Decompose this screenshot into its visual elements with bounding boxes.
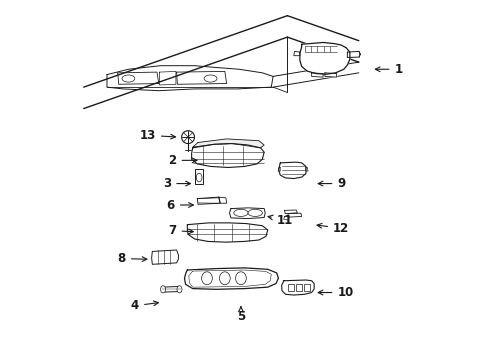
Ellipse shape xyxy=(235,272,246,285)
Text: 5: 5 xyxy=(236,307,244,323)
Polygon shape xyxy=(287,213,301,217)
Polygon shape xyxy=(278,167,280,171)
Text: 3: 3 xyxy=(163,177,190,190)
Ellipse shape xyxy=(160,286,165,293)
Text: 2: 2 xyxy=(168,154,197,167)
Polygon shape xyxy=(299,42,349,74)
Polygon shape xyxy=(293,51,299,56)
Polygon shape xyxy=(283,216,288,220)
Bar xyxy=(295,284,301,292)
Ellipse shape xyxy=(181,131,194,144)
Polygon shape xyxy=(107,66,272,91)
Text: 12: 12 xyxy=(316,222,348,235)
Polygon shape xyxy=(188,270,271,287)
Ellipse shape xyxy=(122,75,135,82)
Text: 13: 13 xyxy=(140,129,175,142)
Ellipse shape xyxy=(201,272,212,285)
Polygon shape xyxy=(118,72,159,84)
Text: 6: 6 xyxy=(166,198,193,212)
Text: 11: 11 xyxy=(267,213,292,226)
Polygon shape xyxy=(281,280,313,295)
Bar xyxy=(287,284,293,292)
Polygon shape xyxy=(305,167,307,171)
Text: 10: 10 xyxy=(318,286,353,299)
Ellipse shape xyxy=(219,272,230,285)
Polygon shape xyxy=(184,268,278,289)
Bar xyxy=(195,169,203,184)
Polygon shape xyxy=(187,223,267,242)
Ellipse shape xyxy=(177,286,182,293)
Polygon shape xyxy=(159,71,176,85)
Bar xyxy=(303,284,309,292)
Polygon shape xyxy=(192,139,264,148)
Polygon shape xyxy=(284,210,297,213)
Text: 7: 7 xyxy=(168,224,193,237)
Polygon shape xyxy=(346,51,360,58)
Text: 1: 1 xyxy=(375,63,402,76)
Ellipse shape xyxy=(247,209,262,216)
Text: 8: 8 xyxy=(118,252,146,265)
Ellipse shape xyxy=(196,173,202,182)
Polygon shape xyxy=(311,73,323,77)
Polygon shape xyxy=(278,162,305,179)
Polygon shape xyxy=(229,208,264,219)
Polygon shape xyxy=(197,197,220,204)
Text: 9: 9 xyxy=(318,177,345,190)
Ellipse shape xyxy=(203,75,217,82)
Polygon shape xyxy=(324,73,336,77)
Polygon shape xyxy=(151,250,178,264)
Polygon shape xyxy=(162,287,181,292)
Text: 4: 4 xyxy=(131,299,158,312)
Polygon shape xyxy=(218,197,226,203)
Polygon shape xyxy=(191,144,264,167)
Polygon shape xyxy=(176,71,226,84)
Ellipse shape xyxy=(233,209,247,216)
